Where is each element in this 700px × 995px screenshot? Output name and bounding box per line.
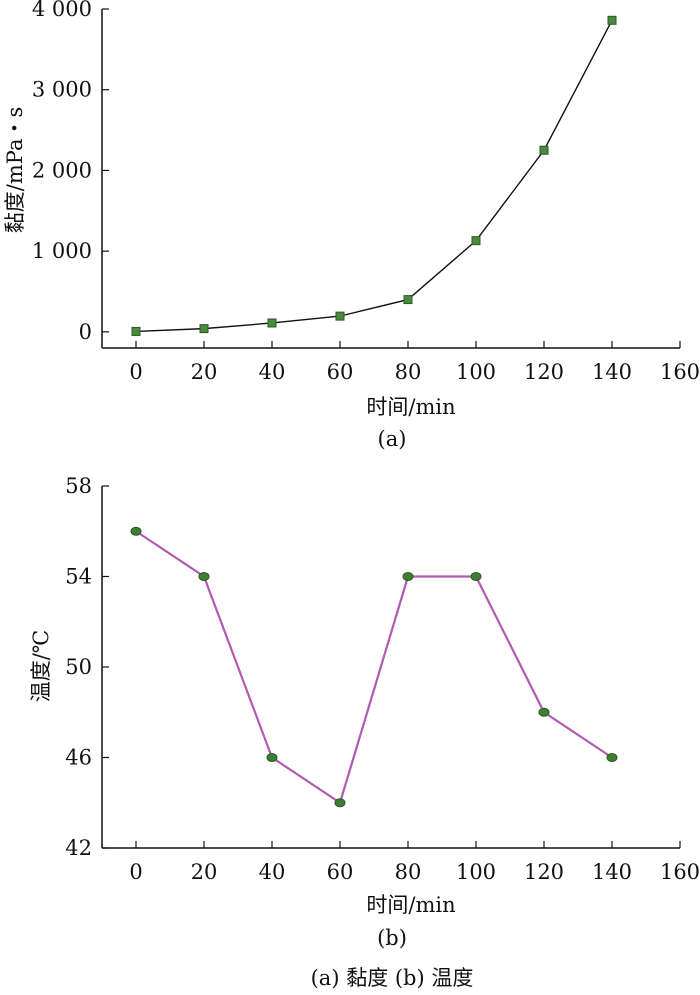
y-axis-title: 温度/℃: [29, 630, 53, 703]
data-point: [403, 295, 413, 305]
chart-panel-b: 0 20 40 60 80 100 120 140 160 42 46 50 54 58 时间/min 温度/…: [29, 474, 700, 950]
x-axis-title: 时间/min: [366, 395, 455, 419]
y-tick-label: 3 000: [32, 78, 92, 102]
data-point: [402, 572, 414, 581]
y-tick-label: 54: [65, 565, 92, 589]
data-point: [198, 572, 210, 581]
x-tick-label: 60: [327, 860, 354, 884]
data-point: [266, 753, 278, 762]
x-tick-label: 160: [660, 360, 700, 384]
x-tick-label: 20: [191, 860, 218, 884]
y-tick-label: 50: [65, 655, 92, 679]
data-point: [538, 707, 550, 717]
chart-panel-a: 0 20 40 60 80 100 120 140 160 0 1 000 2 000 3 000 4 0…: [3, 0, 700, 451]
data-point: [539, 145, 549, 155]
x-tick-label: 0: [129, 360, 142, 384]
x-tick-label: 80: [395, 360, 422, 384]
panel-label: (a): [378, 427, 407, 451]
x-tick-label: 0: [129, 860, 142, 884]
data-point: [606, 753, 618, 762]
data-point: [130, 526, 142, 536]
x-tick-label: 40: [259, 860, 286, 884]
x-tick-label: 120: [524, 860, 564, 884]
y-tick-label: 46: [65, 746, 92, 770]
x-tick-label: 100: [456, 860, 496, 884]
y-tick-label: 2 000: [32, 158, 92, 182]
series-line: [135, 19, 613, 333]
x-tick-label: 140: [592, 360, 632, 384]
x-tick-label: 60: [327, 360, 354, 384]
y-tick-label: 4 000: [32, 0, 92, 21]
x-tick-label: 160: [660, 860, 700, 884]
series-line: [135, 530, 613, 805]
data-point: [607, 15, 617, 25]
y-axis-title: 黏度/mPa・s: [3, 107, 27, 233]
x-tick-label: 80: [395, 860, 422, 884]
x-tick-label: 140: [592, 860, 632, 884]
y-tick-label: 42: [65, 836, 92, 860]
data-point: [131, 326, 141, 336]
panel-label: (b): [377, 926, 407, 950]
x-tick-label: 40: [259, 360, 286, 384]
data-point: [334, 798, 346, 808]
x-tick-label: 120: [524, 360, 564, 384]
y-tick-label: 0: [79, 320, 92, 344]
y-tick-label: 58: [65, 474, 92, 498]
x-axis-title: 时间/min: [366, 893, 455, 917]
y-tick-label: 1 000: [32, 239, 92, 263]
figure-caption: (a) 黏度 (b) 温度: [311, 966, 474, 990]
data-point: [470, 572, 482, 581]
data-point: [267, 318, 277, 328]
data-point: [199, 324, 209, 334]
data-point: [471, 236, 481, 246]
x-tick-label: 20: [191, 360, 218, 384]
x-tick-label: 100: [456, 360, 496, 384]
data-point: [335, 311, 345, 321]
